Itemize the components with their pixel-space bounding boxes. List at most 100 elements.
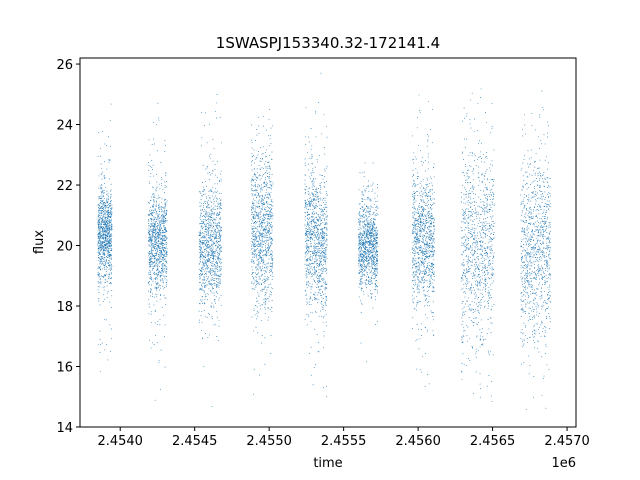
data-point: [164, 254, 166, 255]
data-point: [359, 266, 361, 268]
data-point: [206, 238, 208, 240]
data-point: [216, 336, 218, 337]
data-point: [160, 245, 162, 247]
data-point: [312, 239, 313, 241]
data-point: [359, 213, 361, 215]
data-point: [106, 285, 108, 287]
data-point: [211, 292, 213, 294]
data-point: [159, 233, 161, 235]
data-point: [151, 231, 153, 232]
data-point: [307, 231, 309, 233]
data-point: [307, 204, 309, 206]
chart-title: 1SWASPJ153340.32-172141.4: [216, 34, 440, 52]
data-point: [159, 254, 161, 256]
data-point: [312, 226, 314, 228]
data-point: [214, 277, 216, 279]
data-point: [312, 178, 314, 180]
data-point: [108, 236, 110, 237]
data-point: [255, 205, 257, 207]
data-point: [156, 235, 158, 237]
data-point: [158, 289, 160, 291]
data-point: [99, 147, 101, 149]
data-point: [263, 260, 265, 262]
data-point: [149, 258, 151, 260]
data-point: [206, 241, 208, 243]
data-point: [269, 174, 271, 176]
data-point: [166, 237, 168, 239]
data-point: [264, 264, 266, 266]
data-point: [259, 253, 261, 254]
data-point: [360, 283, 362, 285]
data-point: [260, 259, 262, 261]
data-point: [260, 244, 261, 246]
data-point: [160, 224, 162, 226]
data-point: [219, 212, 221, 213]
data-point: [110, 214, 112, 216]
data-point: [266, 280, 268, 282]
data-point: [200, 223, 201, 225]
data-point: [164, 181, 166, 183]
data-point: [157, 246, 159, 248]
data-point: [205, 243, 207, 245]
data-point: [156, 225, 158, 227]
data-point: [266, 278, 268, 280]
data-point: [162, 215, 164, 217]
data-point: [202, 252, 203, 254]
data-point: [147, 223, 149, 225]
data-point: [270, 244, 272, 246]
data-point: [149, 210, 151, 212]
data-point: [160, 256, 162, 258]
data-point: [106, 223, 108, 225]
data-point: [102, 301, 104, 303]
data-point: [319, 204, 321, 206]
data-point: [108, 233, 110, 235]
data-point: [358, 247, 360, 249]
data-point: [108, 260, 110, 262]
data-point: [358, 189, 360, 191]
data-point: [269, 247, 271, 249]
data-point: [163, 224, 165, 226]
data-point: [319, 185, 321, 187]
data-point: [318, 254, 320, 256]
data-point: [260, 308, 261, 310]
data-point: [305, 203, 307, 205]
data-point: [205, 226, 207, 228]
data-point: [268, 269, 270, 271]
data-point: [219, 253, 220, 255]
data-point: [102, 253, 104, 255]
data-point: [260, 223, 262, 225]
data-point: [256, 274, 257, 275]
data-point: [210, 253, 212, 255]
data-point: [251, 139, 252, 141]
data-point: [109, 222, 111, 224]
data-point: [251, 282, 253, 284]
data-point: [321, 219, 323, 221]
data-point: [155, 228, 157, 230]
data-point: [213, 294, 215, 296]
data-point: [166, 181, 167, 182]
data-point: [253, 330, 254, 332]
data-point: [315, 282, 316, 284]
data-point: [311, 238, 313, 240]
data-point: [105, 256, 107, 258]
data-point: [251, 281, 253, 283]
data-point: [256, 311, 258, 313]
data-point: [259, 206, 261, 208]
data-point: [159, 271, 161, 272]
data-point: [213, 197, 215, 199]
data-point: [268, 203, 270, 205]
data-point: [201, 220, 203, 222]
data-point: [158, 255, 160, 257]
data-point: [260, 211, 262, 213]
data-point: [308, 231, 310, 233]
data-point: [270, 242, 272, 244]
data-point: [318, 223, 320, 225]
data-point: [258, 255, 260, 256]
data-point: [216, 190, 218, 192]
data-point: [359, 280, 361, 282]
data-point: [262, 267, 264, 269]
data-point: [203, 203, 205, 204]
data-point: [199, 278, 201, 280]
data-point: [269, 214, 271, 216]
data-point: [152, 246, 154, 248]
